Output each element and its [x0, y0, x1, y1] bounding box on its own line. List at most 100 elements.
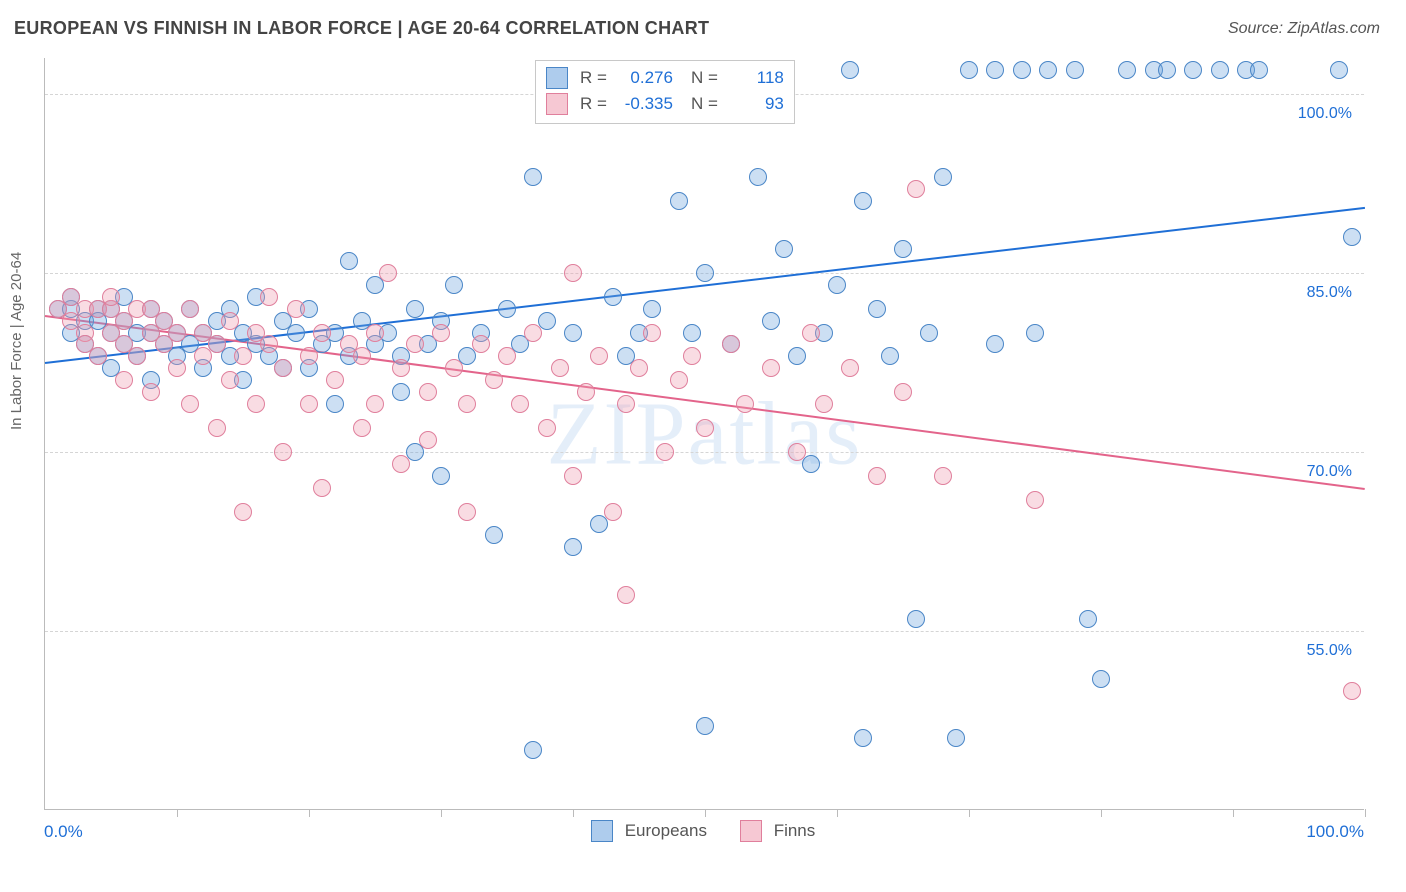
data-point: [379, 264, 397, 282]
swatch-icon: [591, 820, 613, 842]
data-point: [326, 395, 344, 413]
data-point: [392, 455, 410, 473]
data-point: [524, 168, 542, 186]
data-point: [472, 335, 490, 353]
series-legend: Europeans Finns: [0, 820, 1406, 847]
data-point: [485, 371, 503, 389]
data-point: [221, 312, 239, 330]
x-tick: [177, 809, 178, 817]
data-point: [551, 359, 569, 377]
data-point: [854, 729, 872, 747]
data-point: [168, 324, 186, 342]
data-point: [326, 371, 344, 389]
r-label: R =: [580, 91, 607, 117]
data-point: [353, 347, 371, 365]
data-point: [881, 347, 899, 365]
data-point: [1092, 670, 1110, 688]
y-tick-label: 55.0%: [1307, 642, 1352, 660]
data-point: [696, 717, 714, 735]
data-point: [736, 395, 754, 413]
x-tick: [309, 809, 310, 817]
data-point: [458, 395, 476, 413]
data-point: [1066, 61, 1084, 79]
correlation-legend: R = 0.276 N = 118 R = -0.335 N = 93: [535, 60, 795, 124]
gridline: [45, 452, 1364, 453]
gridline: [45, 631, 1364, 632]
x-tick: [1233, 809, 1234, 817]
legend-label: Finns: [774, 821, 816, 841]
data-point: [722, 335, 740, 353]
data-point: [986, 61, 1004, 79]
swatch-icon: [546, 93, 568, 115]
data-point: [313, 479, 331, 497]
data-point: [894, 383, 912, 401]
n-value: 118: [726, 65, 784, 91]
data-point: [406, 335, 424, 353]
data-point: [1026, 324, 1044, 342]
corr-row-1: R = -0.335 N = 93: [546, 91, 784, 117]
data-point: [498, 347, 516, 365]
r-value: 0.276: [615, 65, 673, 91]
data-point: [947, 729, 965, 747]
data-point: [208, 335, 226, 353]
swatch-icon: [546, 67, 568, 89]
data-point: [564, 264, 582, 282]
data-point: [643, 324, 661, 342]
data-point: [340, 252, 358, 270]
data-point: [670, 192, 688, 210]
data-point: [749, 168, 767, 186]
data-point: [630, 359, 648, 377]
data-point: [221, 371, 239, 389]
data-point: [788, 347, 806, 365]
data-point: [841, 61, 859, 79]
data-point: [696, 419, 714, 437]
data-point: [894, 240, 912, 258]
x-tick: [441, 809, 442, 817]
r-label: R =: [580, 65, 607, 91]
data-point: [102, 288, 120, 306]
y-tick-label: 100.0%: [1298, 105, 1352, 123]
data-point: [432, 467, 450, 485]
data-point: [868, 300, 886, 318]
data-point: [1184, 61, 1202, 79]
data-point: [775, 240, 793, 258]
data-point: [868, 467, 886, 485]
data-point: [696, 264, 714, 282]
data-point: [498, 300, 516, 318]
data-point: [1158, 61, 1176, 79]
legend-item: Finns: [740, 820, 816, 842]
data-point: [828, 276, 846, 294]
data-point: [1039, 61, 1057, 79]
data-point: [406, 300, 424, 318]
data-point: [300, 395, 318, 413]
data-point: [168, 359, 186, 377]
data-point: [986, 335, 1004, 353]
data-point: [802, 324, 820, 342]
data-point: [577, 383, 595, 401]
data-point: [260, 288, 278, 306]
data-point: [287, 324, 305, 342]
data-point: [564, 324, 582, 342]
data-point: [1343, 228, 1361, 246]
y-axis-title: In Labor Force | Age 20-64: [8, 252, 25, 430]
data-point: [142, 383, 160, 401]
data-point: [656, 443, 674, 461]
data-point: [1026, 491, 1044, 509]
data-point: [366, 324, 384, 342]
data-point: [392, 383, 410, 401]
y-tick-label: 70.0%: [1307, 463, 1352, 481]
legend-label: Europeans: [625, 821, 707, 841]
x-tick: [1101, 809, 1102, 817]
data-point: [392, 359, 410, 377]
data-point: [511, 395, 529, 413]
data-point: [604, 288, 622, 306]
data-point: [538, 419, 556, 437]
data-point: [313, 324, 331, 342]
data-point: [683, 347, 701, 365]
data-point: [907, 610, 925, 628]
chart-title: EUROPEAN VS FINNISH IN LABOR FORCE | AGE…: [14, 18, 709, 39]
data-point: [934, 168, 952, 186]
x-tick: [837, 809, 838, 817]
data-point: [564, 467, 582, 485]
y-tick-label: 85.0%: [1307, 284, 1352, 302]
